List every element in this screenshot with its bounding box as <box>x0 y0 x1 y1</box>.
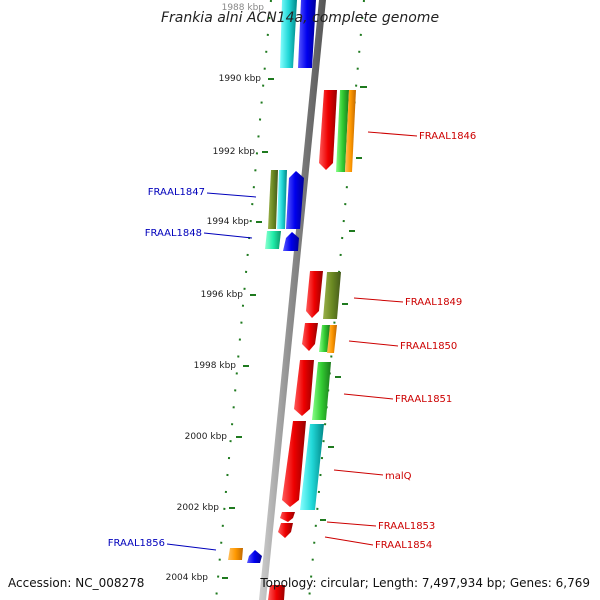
tick-label: 2000 kbp <box>185 432 228 442</box>
tick-label: 1988 kbp <box>222 3 265 13</box>
gene-block-bottom[interactable] <box>268 585 285 600</box>
gene-FRAAL1847[interactable] <box>268 170 304 229</box>
gene-FRAAL1851[interactable] <box>294 360 331 420</box>
accession-text: Accession: NC_008278 <box>8 576 144 590</box>
tick-labels: 1988 kbp 1990 kbp 1992 kbp 1994 kbp 1996… <box>166 3 265 583</box>
gene-label-FRAAL1853: FRAAL1853 <box>378 521 435 532</box>
leader-lines-forward <box>324 131 418 546</box>
gene-FRAAL1853[interactable] <box>280 512 295 522</box>
genome-backbone <box>259 0 326 600</box>
gene-FRAAL1856[interactable] <box>228 548 262 563</box>
tick-label: 1996 kbp <box>201 290 244 300</box>
gene-label-FRAAL1856: FRAAL1856 <box>108 538 165 549</box>
gene-label-FRAAL1851: FRAAL1851 <box>395 394 452 405</box>
gene-label-FRAAL1847: FRAAL1847 <box>148 187 205 198</box>
gene-FRAAL1848[interactable] <box>265 231 299 251</box>
gene-malQ[interactable] <box>282 421 324 510</box>
gene-FRAAL1849[interactable] <box>306 271 341 319</box>
tick-label: 1998 kbp <box>194 361 237 371</box>
tick-label: 1992 kbp <box>213 147 256 157</box>
tick-label: 2002 kbp <box>177 503 220 513</box>
gene-label-FRAAL1849: FRAAL1849 <box>405 297 462 308</box>
gene-block-top-left[interactable] <box>280 0 316 68</box>
gene-labels-forward[interactable]: FRAAL1846 FRAAL1849 FRAAL1850 FRAAL1851 … <box>375 131 476 551</box>
tick-marks <box>222 78 367 579</box>
tick-label: 2004 kbp <box>166 573 209 583</box>
leader-lines-reverse <box>166 192 257 551</box>
gene-FRAAL1846[interactable] <box>319 90 356 172</box>
gene-FRAAL1850[interactable] <box>302 323 337 353</box>
gene-label-FRAAL1854: FRAAL1854 <box>375 540 432 551</box>
genome-summary-text: Topology: circular; Length: 7,497,934 bp… <box>259 576 590 590</box>
gene-FRAAL1854[interactable] <box>278 523 293 538</box>
tick-label: 1990 kbp <box>219 74 262 84</box>
gene-label-FRAAL1846: FRAAL1846 <box>419 131 476 142</box>
outer-left-dash-track <box>215 0 272 600</box>
gene-label-FRAAL1850: FRAAL1850 <box>400 341 457 352</box>
map-title: Frankia alni ACN14a, complete genome <box>161 10 439 26</box>
gene-labels-reverse[interactable]: FRAAL1847 FRAAL1848 FRAAL1856 <box>108 187 205 549</box>
gene-label-FRAAL1848: FRAAL1848 <box>145 228 202 239</box>
tick-label: 1994 kbp <box>207 217 250 227</box>
gene-label-malQ: malQ <box>385 471 412 482</box>
